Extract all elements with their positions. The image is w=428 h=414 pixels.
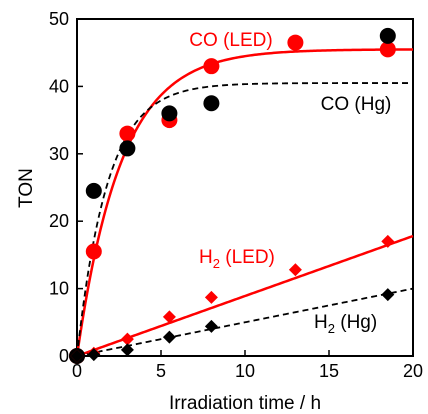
annotation-co-led: CO (LED) [189, 30, 272, 51]
point-co-led-4 [203, 58, 220, 75]
point-h2-hg-0 [70, 349, 84, 363]
point-h2-hg-3 [162, 330, 176, 344]
x-tick-label-1: 5 [156, 361, 166, 381]
y-tick-label-5: 50 [49, 9, 69, 29]
annotation-h2-led: H2 (LED) [199, 247, 275, 271]
point-co-hg-4 [203, 95, 220, 112]
point-co-hg-1 [85, 182, 102, 199]
annotation-h2-hg-h: H [314, 312, 328, 333]
y-axis-title: TON [16, 168, 37, 208]
annotation-h2-led-rest: (LED) [220, 247, 275, 268]
annotation-co-hg: CO (Hg) [321, 94, 392, 115]
point-h2-led-3 [162, 310, 176, 324]
point-h2-hg-4 [204, 319, 218, 333]
axis-ticks: 0 5 10 15 20 0 10 20 30 40 50 [49, 9, 423, 381]
y-tick-label-3: 30 [49, 144, 69, 164]
annotation-h2-hg: H2 (Hg) [314, 312, 377, 336]
point-h2-hg-1 [87, 348, 101, 362]
point-h2-hg-5 [381, 288, 395, 302]
fit-curve-co-hg [76, 82, 413, 357]
y-tick-label-2: 20 [49, 211, 69, 231]
x-tick-label-4: 20 [403, 361, 423, 381]
point-h2-led-5 [288, 263, 302, 277]
y-tick-label-1: 10 [49, 279, 69, 299]
x-tick-label-0: 0 [72, 361, 82, 381]
fit-curve-h2-led [76, 234, 414, 358]
point-h2-led-2 [120, 332, 134, 346]
y-tick-label-4: 40 [49, 76, 69, 96]
point-co-led-6 [379, 41, 396, 58]
plot-frame [76, 18, 414, 357]
x-tick-label-2: 10 [235, 361, 255, 381]
point-co-led-1 [85, 243, 102, 260]
point-h2-hg-2 [120, 343, 134, 357]
point-co-led-5 [287, 34, 304, 51]
x-axis-title: Irradiation time / h [169, 393, 321, 414]
point-co-hg-5 [379, 27, 396, 44]
x-tick-label-3: 15 [319, 361, 339, 381]
point-co-hg-2 [119, 140, 136, 157]
point-co-hg-3 [161, 105, 178, 122]
fit-curve-h2-hg [76, 287, 414, 357]
annotation-h2-hg-sub: 2 [328, 321, 335, 336]
y-tick-label-0: 0 [59, 346, 69, 366]
point-h2-led-4 [204, 290, 218, 304]
data-points [69, 27, 396, 364]
point-h2-led-6 [381, 234, 395, 248]
point-co-led-2 [119, 125, 136, 142]
annotation-h2-led-h: H [199, 247, 213, 268]
annotation-h2-led-sub: 2 [213, 256, 220, 271]
annotation-h2-hg-rest: (Hg) [335, 312, 377, 333]
